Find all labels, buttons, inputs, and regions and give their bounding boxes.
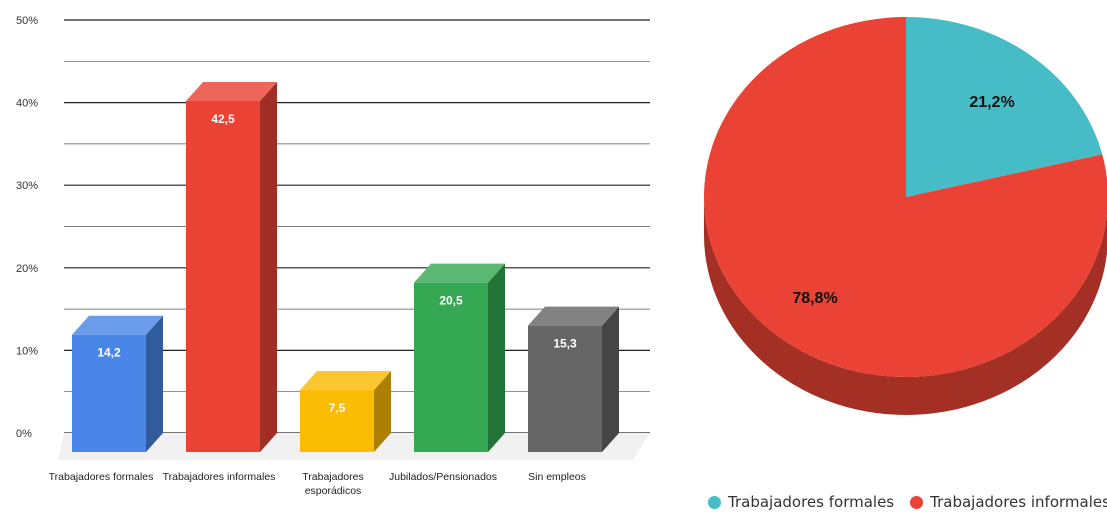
bar-top — [72, 315, 163, 335]
bar-front — [414, 282, 488, 452]
bar-1: 14,2 — [72, 315, 163, 452]
bar-chart-y-axis: 0% 10% 20% 30% 40% 50% — [16, 15, 38, 440]
pie-slice-side — [704, 197, 1107, 415]
bar-value-label: 7,5 — [329, 401, 346, 415]
bar-front — [186, 100, 260, 452]
x-tick-label: Trabajadores informales — [163, 471, 276, 483]
bar-top — [186, 81, 277, 101]
bar-5: 15,3 — [528, 306, 619, 452]
x-tick-label: Jubilados/Pensionados — [389, 471, 497, 483]
x-tick-label: Sin empleos — [528, 471, 586, 483]
pie-value-label: 78,8% — [792, 290, 837, 307]
bar-value-label: 14,2 — [97, 346, 121, 360]
bar-2: 42,5 — [186, 81, 277, 452]
pie-value-label: 21,2% — [969, 94, 1014, 111]
bar-side — [488, 263, 505, 452]
legend-label-informales: Trabajadores informales — [930, 493, 1107, 511]
pie-chart-labels: 21,2% 78,8% — [792, 94, 1014, 307]
y-tick-label: 30% — [16, 180, 38, 192]
pie-chart-slices — [704, 17, 1107, 377]
bar-value-label: 20,5 — [439, 294, 463, 308]
bar-chart-bars: 14,2 42,5 7,5 20,5 15,3 — [72, 81, 619, 452]
y-tick-label: 20% — [16, 263, 38, 275]
x-tick-label: Trabajadores formales — [49, 471, 154, 483]
bar-top — [528, 306, 619, 326]
bar-front — [528, 325, 602, 452]
legend-dot-informales — [910, 495, 924, 509]
legend-item-formales[interactable]: Trabajadores formales — [708, 493, 894, 511]
pie-slice-2 — [704, 17, 1107, 377]
bar-front — [300, 390, 374, 452]
bar-side — [374, 371, 391, 452]
pie-slice-1 — [906, 17, 1103, 197]
bar-side — [260, 81, 277, 452]
y-tick-label: 50% — [16, 15, 38, 27]
bar-chart-x-axis: Trabajadores formales Trabajadores inform… — [49, 471, 586, 497]
pie-chart: 21,2% 78,8% — [704, 17, 1107, 415]
bar-front — [72, 334, 146, 452]
bar-side — [602, 306, 619, 452]
bar-4: 20,5 — [414, 263, 505, 452]
legend-dot-formales — [708, 495, 721, 509]
bar-chart: 0% 10% 20% 30% 40% 50% 14,2 42,5 7,5 20,5 15,3 Tr… — [16, 15, 650, 497]
y-tick-label: 40% — [16, 98, 38, 110]
legend-item-informales[interactable]: Trabajadores informales — [910, 493, 1107, 511]
bar-3: 7,5 — [300, 371, 391, 452]
bar-value-label: 42,5 — [211, 112, 235, 126]
bar-top — [300, 371, 391, 391]
x-tick-label: Trabajadores esporádicos — [302, 471, 363, 497]
bar-side — [146, 315, 163, 452]
bar-value-label: 15,3 — [553, 337, 577, 351]
y-tick-label: 10% — [16, 345, 38, 357]
y-tick-label: 0% — [16, 428, 32, 440]
legend-label-formales: Trabajadores formales — [728, 493, 895, 511]
bar-top — [414, 263, 505, 283]
pie-chart-depth — [704, 197, 1107, 415]
pie-chart-legend: Trabajadores formales Trabajadores infor… — [708, 493, 1107, 511]
